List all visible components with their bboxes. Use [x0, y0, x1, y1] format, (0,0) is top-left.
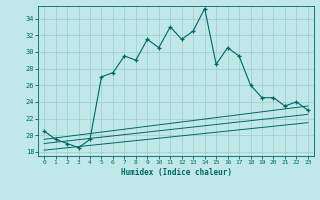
X-axis label: Humidex (Indice chaleur): Humidex (Indice chaleur) [121, 168, 231, 177]
